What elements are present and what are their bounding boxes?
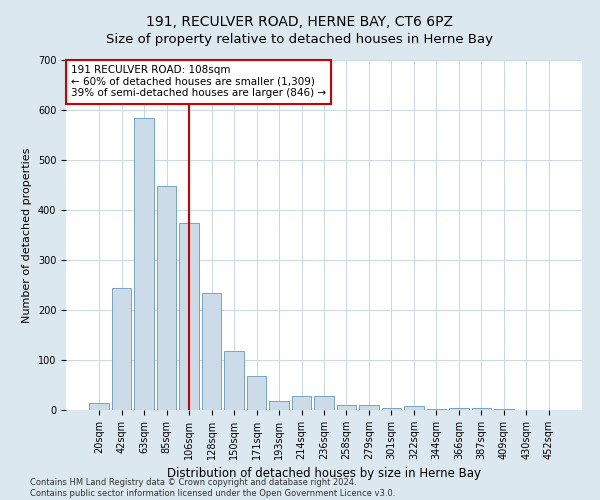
Bar [89,402,109,410]
Bar [382,408,401,410]
Bar [314,396,334,410]
Text: Contains HM Land Registry data © Crown copyright and database right 2024.
Contai: Contains HM Land Registry data © Crown c… [30,478,395,498]
Bar [134,118,154,410]
Text: 191 RECULVER ROAD: 108sqm
← 60% of detached houses are smaller (1,309)
39% of se: 191 RECULVER ROAD: 108sqm ← 60% of detac… [71,66,326,98]
Text: Size of property relative to detached houses in Herne Bay: Size of property relative to detached ho… [107,32,493,46]
Text: 191, RECULVER ROAD, HERNE BAY, CT6 6PZ: 191, RECULVER ROAD, HERNE BAY, CT6 6PZ [146,15,454,29]
Bar [404,406,424,410]
Bar [292,396,311,410]
Bar [247,376,266,410]
Bar [359,405,379,410]
Bar [202,292,221,410]
Bar [157,186,176,410]
Bar [179,222,199,410]
Bar [494,409,514,410]
Bar [472,408,491,410]
Bar [269,401,289,410]
Bar [112,288,131,410]
Bar [337,405,356,410]
X-axis label: Distribution of detached houses by size in Herne Bay: Distribution of detached houses by size … [167,468,481,480]
Bar [427,409,446,410]
Y-axis label: Number of detached properties: Number of detached properties [22,148,32,322]
Bar [224,351,244,410]
Bar [449,408,469,410]
